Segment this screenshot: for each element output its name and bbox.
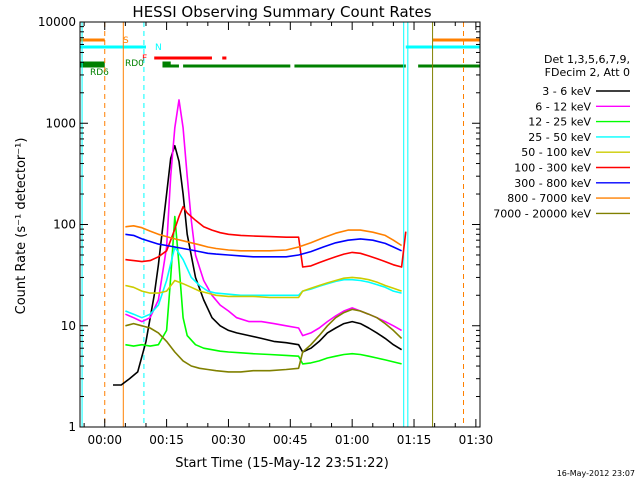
legend-entry-label: 300 - 800 keV	[514, 177, 591, 190]
x-tick-label: 00:00	[87, 433, 122, 447]
series-line-2	[125, 215, 402, 365]
series-line-6	[125, 233, 402, 258]
legend-entry-label: 100 - 300 keV	[514, 162, 591, 175]
series-line-5	[125, 205, 407, 268]
y-axis-label: Count Rate (s⁻¹ detector⁻¹)	[14, 138, 29, 315]
flag-label-rd0: RD0	[125, 59, 144, 69]
series-line-8	[125, 308, 403, 373]
legend-header-line: FDecim 2, Att 0	[545, 66, 630, 79]
chart-title: HESSI Observing Summary Count Rates	[132, 3, 431, 21]
x-axis: 00:00 00:15 00:30 00:45 01:00 01:15 01:30	[83, 22, 494, 447]
flag-label-rd6: RD6	[90, 68, 109, 78]
y-tick-label: 10000	[38, 15, 76, 29]
x-tick-label: 01:15	[397, 433, 432, 447]
legend-entry-label: 25 - 50 keV	[528, 131, 591, 144]
data-series	[113, 99, 407, 386]
footer-timestamp: 16-May-2012 23:07	[557, 469, 635, 478]
flag-label-s: S	[123, 36, 129, 46]
legend-entry-label: 12 - 25 keV	[528, 116, 591, 129]
flag-label-n: N	[155, 43, 162, 53]
x-tick-label: 00:45	[273, 433, 308, 447]
legend-header-line: Det 1,3,5,6,7,9,	[544, 53, 630, 66]
x-tick-label: 01:30	[459, 433, 494, 447]
legend-entry-label: 6 - 12 keV	[535, 100, 591, 113]
series-line-7	[125, 225, 403, 252]
x-tick-label: 00:30	[211, 433, 246, 447]
legend: Det 1,3,5,6,7,9,FDecim 2, Att 0 3 - 6 keV…	[493, 53, 630, 220]
y-axis: 1 10 100 1000 10000	[38, 15, 480, 434]
series-line-3	[125, 246, 402, 319]
y-tick-label: 1000	[45, 116, 76, 130]
y-tick-label: 1	[68, 420, 76, 434]
x-tick-label: 01:00	[335, 433, 370, 447]
series-line-0	[113, 144, 403, 386]
x-axis-label: Start Time (15-May-12 23:51:22)	[175, 456, 389, 471]
legend-entry-label: 3 - 6 keV	[542, 85, 591, 98]
y-tick-label: 10	[61, 319, 76, 333]
y-tick-label: 100	[53, 218, 76, 232]
legend-entry-label: 50 - 100 keV	[521, 146, 591, 159]
flag-label-f: F	[142, 54, 147, 64]
legend-entry-label: 7000 - 20000 keV	[493, 207, 591, 220]
series-line-4	[125, 276, 402, 299]
series-line-1	[125, 99, 402, 337]
x-tick-label: 00:15	[149, 433, 184, 447]
legend-entry-label: 800 - 7000 keV	[507, 192, 591, 205]
